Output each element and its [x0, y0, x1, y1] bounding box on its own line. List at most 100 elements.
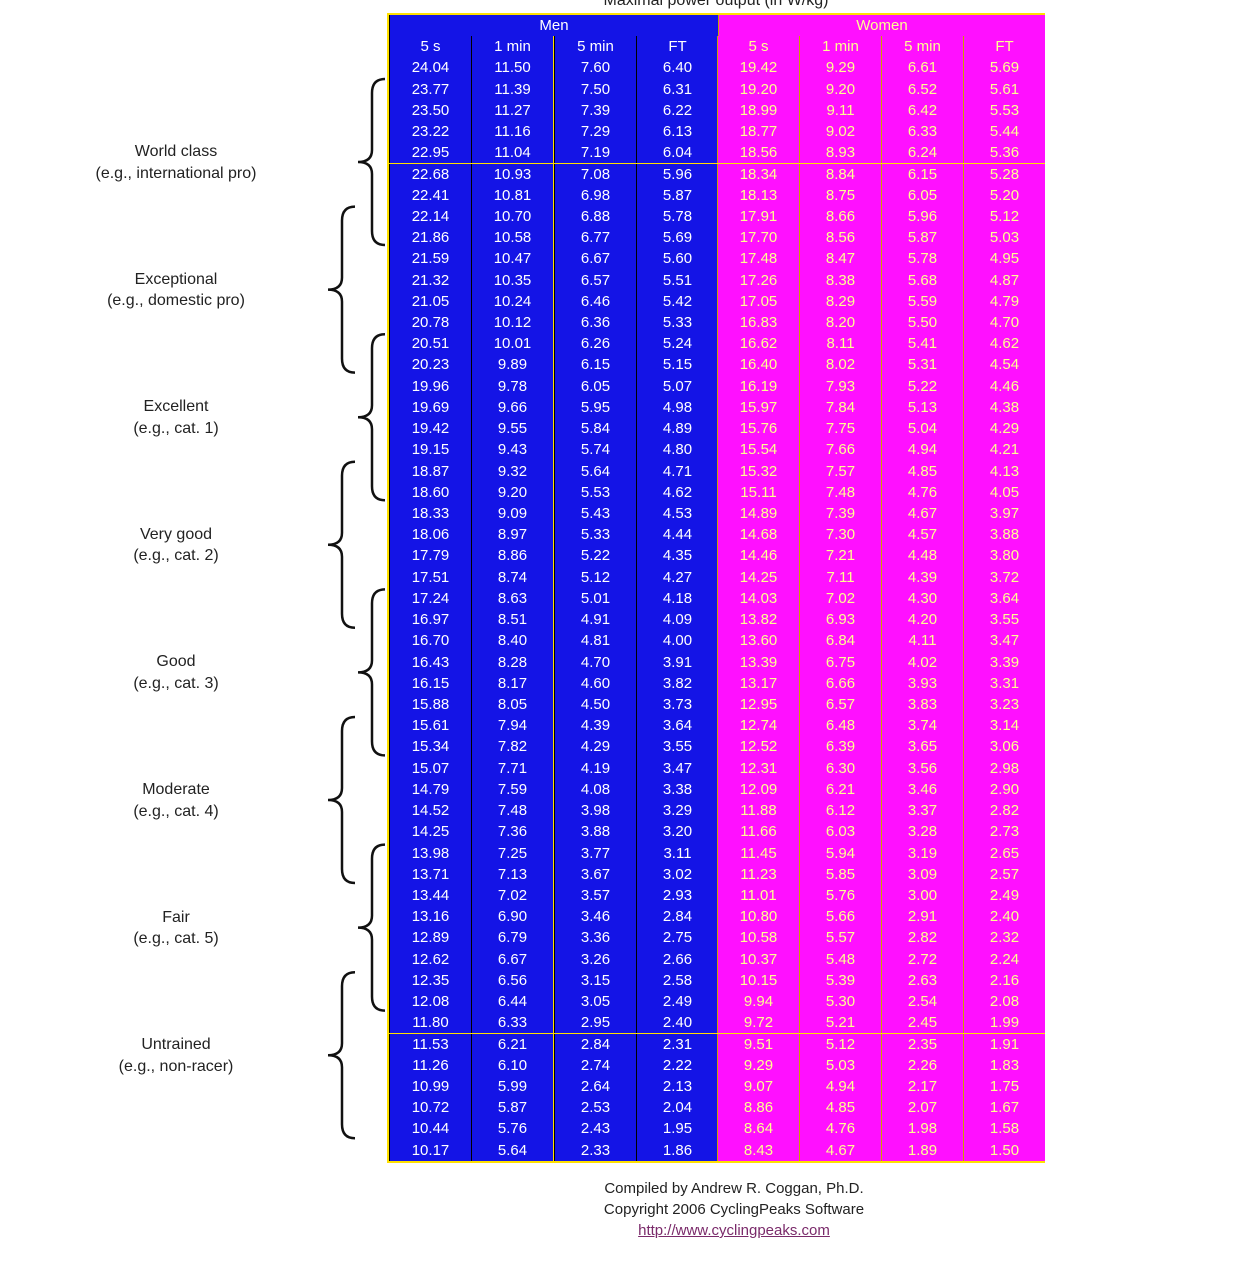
cell: 6.15 [881, 163, 963, 185]
cell: 4.89 [636, 418, 718, 440]
cell: 6.44 [471, 991, 553, 1013]
cell: 3.88 [963, 524, 1045, 546]
cell: 2.95 [554, 1012, 636, 1034]
cell: 1.50 [963, 1139, 1045, 1161]
cell: 10.24 [471, 290, 553, 312]
cell: 2.93 [636, 884, 718, 907]
cell: 4.21 [963, 439, 1045, 461]
cell: 7.57 [799, 460, 881, 482]
cell: 5.94 [799, 842, 881, 864]
brace [327, 205, 356, 374]
cell: 4.94 [799, 1075, 881, 1098]
cell: 5.39 [799, 969, 881, 992]
braces [327, 77, 386, 1140]
cell: 18.06 [389, 524, 471, 546]
cell: 4.80 [636, 439, 718, 461]
cell: 5.60 [636, 248, 718, 270]
cell: 6.21 [471, 1033, 553, 1055]
cell: 4.20 [881, 609, 963, 631]
cell: 19.96 [389, 375, 471, 397]
column-header: 5 min [881, 36, 963, 58]
cell: 4.95 [963, 248, 1045, 270]
cell: 15.11 [717, 481, 799, 503]
group-header: Women [718, 15, 1045, 37]
cell: 5.04 [881, 418, 963, 440]
cell: 3.82 [636, 672, 718, 694]
cell: 15.76 [717, 418, 799, 440]
cell: 5.99 [471, 1075, 553, 1098]
cell: 14.46 [717, 545, 799, 567]
cell: 11.27 [471, 99, 553, 122]
cell: 2.82 [963, 800, 1045, 822]
cell: 14.03 [717, 587, 799, 610]
cell: 5.76 [471, 1118, 553, 1140]
cell: 4.94 [881, 439, 963, 461]
cell: 20.78 [389, 312, 471, 334]
cell: 4.39 [554, 715, 636, 737]
cell: 6.90 [471, 906, 553, 928]
cell: 15.32 [717, 460, 799, 482]
cell: 3.38 [636, 778, 718, 801]
cell: 15.34 [389, 736, 471, 758]
cell: 5.68 [881, 269, 963, 291]
cell: 16.15 [389, 672, 471, 694]
cell: 8.97 [471, 524, 553, 546]
cell: 7.60 [554, 57, 636, 79]
cell: 3.09 [881, 863, 963, 885]
category-name: Moderate [142, 781, 210, 798]
cell: 8.51 [471, 609, 553, 631]
cell: 4.79 [963, 290, 1045, 312]
category-name: Very good [139, 525, 213, 543]
cell: 6.22 [636, 99, 718, 122]
cell: 5.78 [636, 205, 718, 228]
cell: 2.63 [881, 969, 963, 992]
cell: 4.46 [963, 375, 1045, 397]
cell: 3.31 [963, 672, 1045, 694]
cell: 8.20 [799, 312, 881, 334]
cell: 9.72 [717, 1012, 799, 1034]
cell: 3.37 [881, 800, 963, 822]
cell: 14.79 [389, 778, 471, 801]
cell: 6.67 [554, 248, 636, 270]
cell: 9.51 [717, 1033, 799, 1055]
category-name: Good [156, 653, 196, 671]
cell: 4.57 [881, 524, 963, 546]
cell: 3.02 [636, 863, 718, 885]
cell: 5.87 [636, 184, 718, 206]
cell: 6.46 [554, 290, 636, 312]
cell: 8.28 [471, 651, 553, 673]
cell: 10.01 [471, 333, 553, 355]
cell: 4.00 [636, 630, 718, 652]
footer-copyright: Copyright 2006 CyclingPeaks Software [603, 1201, 865, 1218]
cell: 19.69 [389, 396, 471, 419]
cell: 2.16 [963, 969, 1045, 992]
cell: 4.08 [554, 778, 636, 801]
cell: 10.81 [471, 184, 553, 206]
cell: 21.05 [389, 290, 471, 312]
cell: 18.87 [389, 460, 471, 482]
title: Maximal power output (in W/kg) [603, 0, 829, 9]
cell: 8.93 [799, 142, 881, 164]
cell: 8.74 [471, 566, 553, 588]
cell: 6.31 [636, 78, 718, 100]
cell: 10.80 [717, 906, 799, 928]
cell: 21.86 [389, 227, 471, 249]
cell: 10.93 [471, 163, 553, 185]
cell: 12.74 [717, 715, 799, 737]
cell: 4.53 [636, 503, 718, 525]
cell: 10.37 [717, 948, 799, 970]
cell: 2.40 [963, 906, 1045, 928]
cell: 8.40 [471, 630, 553, 652]
footer-link[interactable]: http://www.cyclingpeaks.com [638, 1222, 830, 1239]
cell: 5.64 [554, 460, 636, 482]
cell: 23.77 [389, 78, 471, 100]
cell: 6.39 [799, 736, 881, 758]
cell: 5.69 [963, 57, 1045, 79]
cell: 2.35 [881, 1033, 963, 1055]
cell: 11.04 [471, 142, 553, 164]
cell: 9.11 [799, 99, 881, 122]
cell: 11.66 [717, 821, 799, 843]
cell: 12.31 [717, 757, 799, 779]
cell: 13.71 [389, 863, 471, 885]
